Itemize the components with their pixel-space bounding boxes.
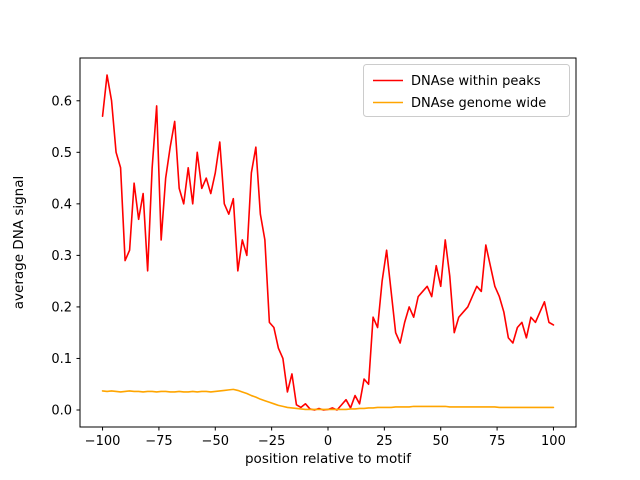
- y-tick-label: 0.1: [51, 352, 72, 367]
- legend-label-genome: DNAse genome wide: [411, 96, 546, 111]
- y-tick-label: 0.2: [51, 300, 72, 315]
- x-tick-label: −50: [202, 434, 229, 449]
- y-tick-label: 0.3: [51, 249, 72, 264]
- y-tick-label: 0.4: [51, 197, 72, 212]
- x-axis-ticks: −100 −75 −50 −25 0 25 50 75 100: [85, 427, 566, 449]
- legend-box: [363, 64, 570, 117]
- y-axis-ticks: 0.0 0.1 0.2 0.3 0.4 0.5 0.6: [51, 94, 80, 418]
- y-tick-label: 0.0: [51, 403, 72, 418]
- series-line-genome-wide: [101, 388, 555, 411]
- x-tick-label: −100: [85, 434, 121, 449]
- x-axis-label: position relative to motif: [245, 451, 412, 467]
- x-tick-label: −25: [258, 434, 285, 449]
- x-tick-label: 100: [541, 434, 566, 449]
- series-lines: [101, 74, 555, 411]
- legend: DNAse within peaks DNAse genome wide: [363, 64, 570, 117]
- legend-label-peaks: DNAse within peaks: [411, 74, 541, 89]
- x-tick-label: −75: [145, 434, 172, 449]
- x-tick-label: 75: [489, 434, 506, 449]
- x-tick-label: 0: [324, 434, 332, 449]
- y-axis-label: average DNA signal: [11, 176, 27, 310]
- plot-area: [79, 57, 577, 428]
- x-tick-label: 25: [376, 434, 393, 449]
- y-tick-label: 0.5: [51, 146, 72, 161]
- x-tick-label: 50: [432, 434, 449, 449]
- y-tick-label: 0.6: [51, 94, 72, 109]
